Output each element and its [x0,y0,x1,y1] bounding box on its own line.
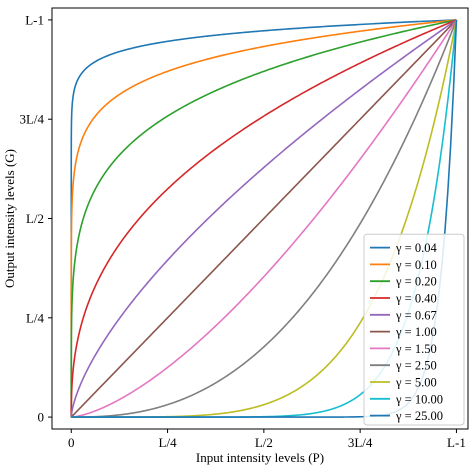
x-tick-label-1: L/4 [159,435,178,450]
legend-label-0: γ = 0.04 [395,241,437,255]
series-line-5 [70,19,458,418]
x-axis-label: Input intensity levels (P) [196,450,324,465]
x-tick-label-0: 0 [68,435,75,450]
legend-label-3: γ = 0.40 [395,292,437,306]
legend-label-2: γ = 0.20 [395,275,437,289]
series-line-4 [70,19,457,418]
legend-label-9: γ = 10.00 [395,392,443,406]
legend-label-5: γ = 1.00 [395,325,437,339]
legend-label-4: γ = 0.67 [395,308,437,322]
y-axis-label: Output intensity levels (G) [2,149,17,288]
ticks-layer: 0 L/4 L/2 3L/4 L-1 0 L/4 L/2 3L/4 L-1 [19,12,465,450]
series-line-10 [70,19,458,418]
y-tick-label-3: 3L/4 [19,112,44,127]
y-tick-label-0: 0 [38,410,45,425]
series-line-0 [70,19,457,418]
series-line-3 [70,19,457,418]
legend-label-10: γ = 25.00 [395,409,443,423]
y-tick-label-1: L/4 [26,310,45,325]
legend-label-7: γ = 2.50 [395,359,437,373]
legend-label-8: γ = 5.00 [395,376,437,390]
legend-label-1: γ = 0.10 [395,258,437,272]
legend-label-6: γ = 1.50 [395,342,437,356]
series-layer [70,19,458,418]
x-tick-label-4: L-1 [447,435,466,450]
x-tick-label-3: 3L/4 [348,435,373,450]
legend: γ = 0.04 γ = 0.10 γ = 0.20 γ = 0.40 γ = 0.67… [363,233,465,426]
y-tick-label-2: L/2 [26,211,44,226]
series-line-1 [70,19,457,418]
x-tick-label-2: L/2 [255,435,273,450]
series-line-2 [70,19,457,418]
y-tick-label-4: L-1 [25,12,44,27]
